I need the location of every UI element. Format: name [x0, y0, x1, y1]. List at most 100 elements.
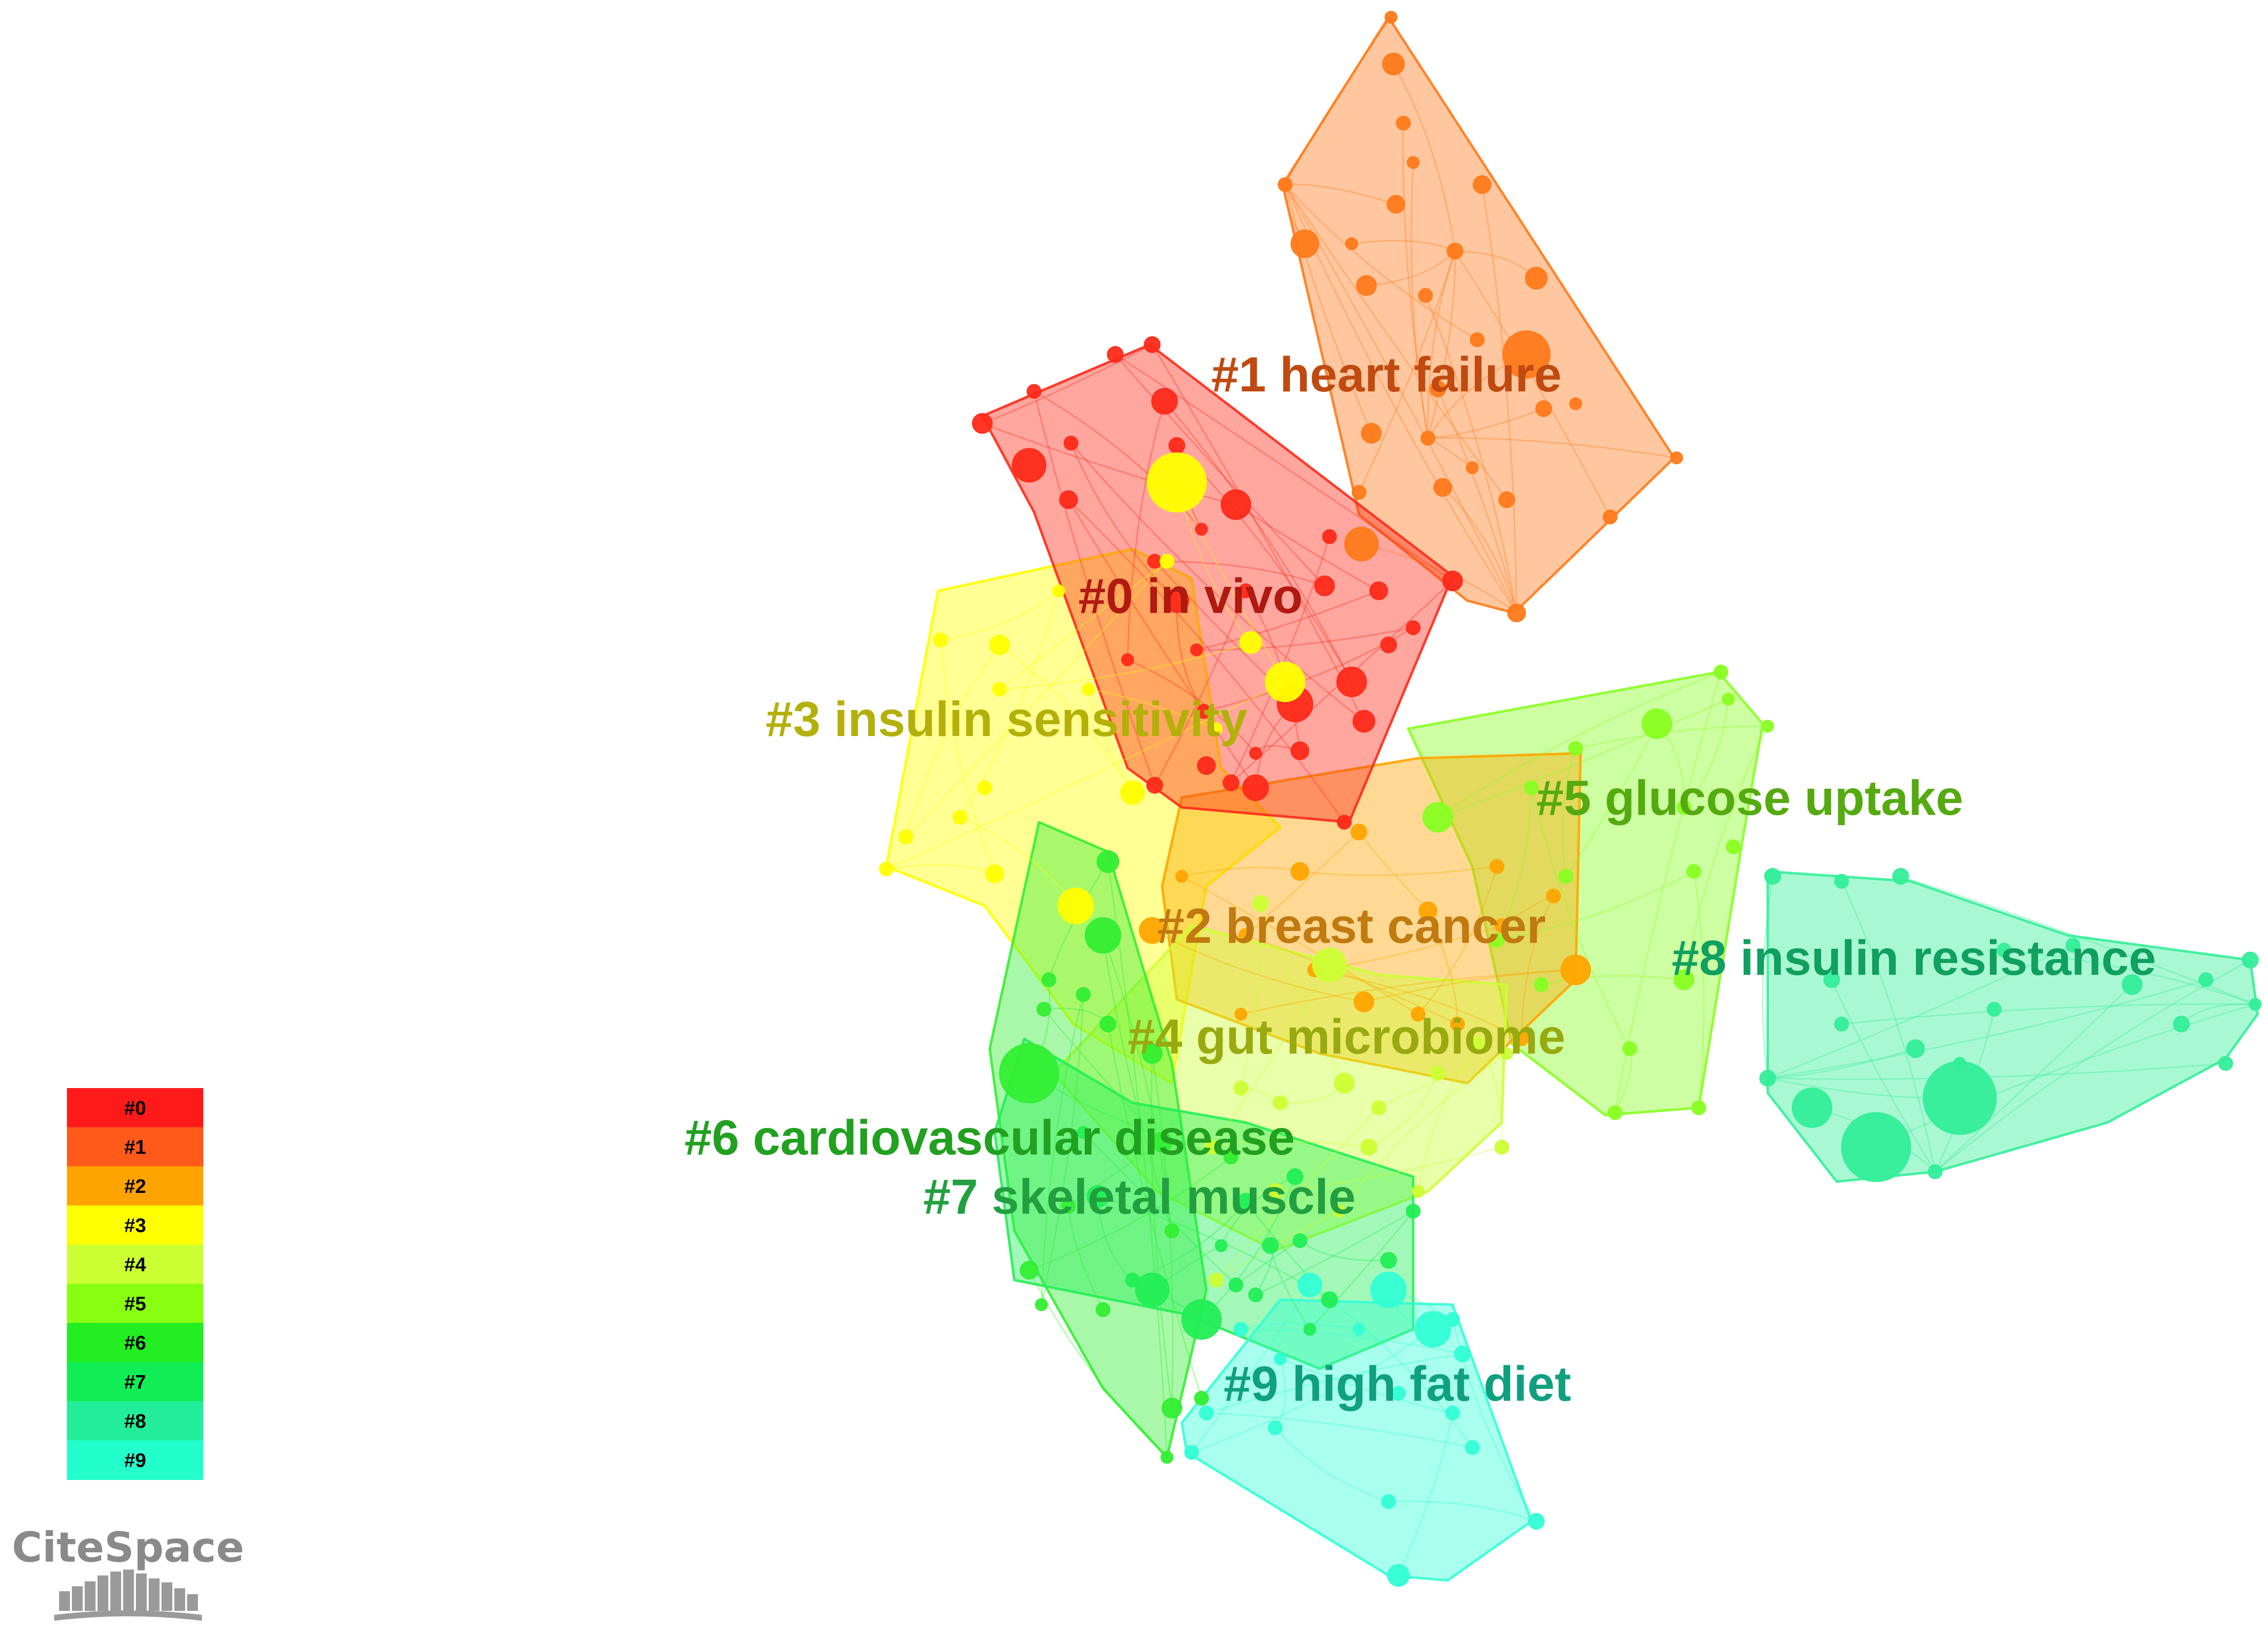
cluster-color-legend: #0 #1 #2 #3 #4 #5 #6 #7 #8 #9	[67, 1088, 203, 1480]
node-cluster-1	[1447, 243, 1463, 259]
edge	[1284, 17, 1392, 185]
node-cluster-6	[1152, 1132, 1172, 1153]
node-cluster-7	[1229, 1278, 1243, 1292]
node-cluster-0	[1107, 346, 1124, 363]
node-cluster-1	[1344, 527, 1379, 561]
node-cluster-7	[1406, 1204, 1421, 1219]
edge	[999, 560, 1167, 690]
edge	[1767, 979, 2206, 1079]
node-cluster-5	[1524, 780, 1539, 795]
edge	[1309, 1211, 1414, 1330]
logo-bar-graphic	[54, 1570, 202, 1621]
edge	[1088, 688, 1217, 730]
edge	[1299, 866, 1497, 876]
node-cluster-3	[933, 633, 948, 647]
legend-label-9: #9	[124, 1449, 146, 1471]
edge	[1565, 723, 1658, 877]
node-cluster-5	[1674, 969, 1694, 990]
node-cluster-8	[1759, 1070, 1776, 1087]
node-cluster-2	[1234, 1008, 1247, 1021]
node-cluster-0	[1168, 437, 1185, 454]
node-cluster-1	[1670, 451, 1683, 464]
node-cluster-9	[1454, 1346, 1471, 1362]
node-cluster-1	[1361, 423, 1382, 444]
node-cluster-7	[1380, 1252, 1397, 1269]
node-cluster-8	[1906, 1039, 1925, 1058]
node-cluster-9	[1268, 1420, 1283, 1435]
node-cluster-1	[1385, 11, 1397, 24]
node-cluster-1	[1498, 491, 1515, 508]
edge	[1530, 787, 1631, 1049]
edge	[1284, 184, 1478, 341]
node-cluster-4	[1204, 1140, 1219, 1155]
node-cluster-0	[1249, 747, 1262, 760]
edge	[1454, 251, 1611, 517]
node-cluster-9	[1353, 1323, 1365, 1336]
node-cluster-3	[1120, 780, 1145, 805]
edge	[1351, 240, 1456, 252]
edge	[1442, 486, 1518, 613]
legend-label-2: #2	[124, 1176, 146, 1197]
legend-label-0: #0	[124, 1097, 146, 1119]
node-cluster-2	[1514, 1031, 1529, 1046]
node-cluster-3	[989, 635, 1010, 655]
node-cluster-2	[1175, 870, 1188, 883]
node-cluster-3	[1210, 722, 1223, 735]
node-cluster-4	[1430, 1066, 1445, 1081]
node-cluster-7	[1287, 1168, 1303, 1185]
edge	[1575, 725, 1768, 749]
node-cluster-0	[972, 413, 993, 434]
legend-label-8: #8	[124, 1411, 146, 1432]
node-cluster-4	[1412, 1185, 1425, 1198]
edge	[1068, 499, 1345, 823]
edge	[1191, 1328, 1433, 1453]
node-cluster-6	[1100, 1016, 1116, 1032]
edge	[1481, 184, 1518, 613]
edge	[1107, 1024, 1202, 1399]
edge	[1181, 867, 1300, 877]
node-cluster-9	[1199, 1406, 1214, 1420]
cluster-labels: #0 in vivo #1 heart failure #2 breast canc…	[684, 347, 2156, 1412]
node-cluster-8	[2066, 938, 2080, 953]
node-cluster-8	[2249, 998, 2262, 1011]
node-cluster-8	[1841, 1112, 1911, 1182]
node-cluster-2	[1450, 1017, 1465, 1031]
node-cluster-3	[879, 862, 894, 876]
edge	[1240, 903, 1263, 1089]
node-cluster-4	[1334, 1073, 1355, 1093]
node-cluster-6	[1096, 1302, 1110, 1317]
node-cluster-0	[1221, 489, 1251, 520]
node-cluster-0	[1146, 777, 1163, 794]
node-cluster-9	[1184, 1445, 1199, 1460]
edge	[1107, 861, 1168, 1458]
edge	[1028, 1270, 1168, 1458]
edge	[1097, 1196, 1134, 1281]
node-cluster-0	[1197, 704, 1211, 719]
node-cluster-1	[1470, 332, 1485, 347]
edge	[1831, 979, 1936, 1172]
node-cluster-7	[1303, 1323, 1316, 1336]
edge	[1378, 1053, 1507, 1109]
node-cluster-3	[1147, 452, 1207, 513]
edge	[1427, 910, 1458, 1025]
edge	[1275, 1146, 1502, 1192]
edge	[1683, 699, 1729, 808]
edge	[1132, 1201, 1247, 1281]
node-cluster-3	[985, 865, 1004, 883]
node-cluster-4	[1371, 1100, 1386, 1115]
node-cluster-1	[1502, 330, 1551, 379]
edge	[1767, 1048, 1916, 1079]
node-cluster-0	[1121, 653, 1134, 666]
edge	[1151, 344, 1365, 722]
cluster-label-8: #8 insulin resistance	[1672, 931, 2156, 986]
node-cluster-4	[1312, 948, 1347, 982]
node-cluster-6	[1224, 1150, 1238, 1164]
node-cluster-0	[1322, 529, 1337, 544]
node-cluster-5	[1534, 977, 1549, 992]
node-cluster-1	[1396, 116, 1411, 130]
edge	[940, 590, 1059, 641]
node-cluster-8	[1764, 868, 1781, 885]
node-cluster-3	[1082, 683, 1095, 696]
edge	[1240, 1322, 1360, 1330]
edge	[1402, 123, 1429, 439]
